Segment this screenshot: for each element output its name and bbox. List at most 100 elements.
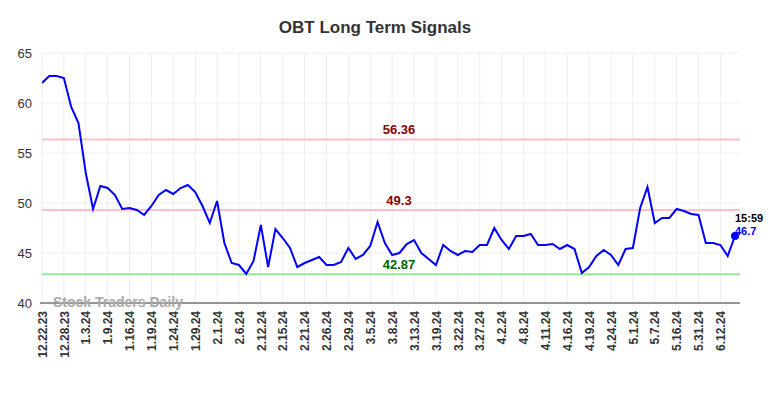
grid-line-y [42,153,740,154]
grid [42,53,740,303]
x-tick-label: 4.16.24 [561,311,575,351]
watermark: Stock Traders Daily [53,294,183,310]
x-tick-label: 1.3.24 [79,311,93,345]
x-tick-label: 2.21.24 [298,311,312,351]
grid-line-x [632,53,633,303]
x-tick: 1.19.24 [145,303,159,351]
x-tick: 5.16.24 [670,303,684,351]
reference-label: 56.36 [383,122,416,137]
x-tick-label: 3.13.24 [408,311,422,351]
x-tick-label: 2.29.24 [342,311,356,351]
y-tick: 60 [18,96,42,111]
y-axis-line [42,54,43,304]
x-tick: 2.6.24 [233,303,247,344]
x-tick-label: 2.15.24 [276,311,290,351]
reference-label: 49.3 [386,193,411,208]
y-tick: 50 [18,196,42,211]
x-tick-label: 3.19.24 [430,311,444,351]
series-line [42,76,735,274]
y-tick-label: 40 [18,296,32,311]
x-tick-label: 5.7.24 [648,311,662,345]
x-tick-label: 2.6.24 [233,311,247,345]
grid-line-x [129,53,130,303]
grid-line-x [370,53,371,303]
grid-line-x [195,53,196,303]
x-tick-label: 12.22.23 [36,311,50,358]
grid-line-x [523,53,524,303]
grid-line-x [545,53,546,303]
x-tick: 3.22.24 [452,303,466,351]
x-tick-label: 1.24.24 [167,311,181,351]
x-tick: 1.24.24 [167,303,181,351]
grid-line-y [42,103,740,104]
grid-line-x [479,53,480,303]
y-axis: 40 45 50 55 60 65 [18,46,43,311]
y-tick-label: 45 [18,246,32,261]
x-tick: 3.8.24 [386,303,400,344]
grid-line-x [260,53,261,303]
x-tick: 3.13.24 [408,303,422,351]
x-tick: 5.31.24 [692,303,706,351]
x-tick: 5.7.24 [648,303,662,344]
grid-line-x [698,53,699,303]
reference-line [42,273,740,275]
grid-line-x [457,53,458,303]
x-tick: 4.16.24 [561,303,575,351]
x-tick: 3.27.24 [473,303,487,351]
x-tick: 2.12.24 [255,303,269,351]
x-tick-label: 5.1.24 [627,311,641,345]
x-tick: 2.21.24 [298,303,312,351]
grid-line-x [501,53,502,303]
y-tick: 55 [18,146,42,161]
grid-line-x [173,53,174,303]
title: OBT Long Term Signals [279,18,471,37]
x-tick: 3.5.24 [364,303,378,344]
last-time: 15:59 [735,212,763,224]
x-tick: 1.29.24 [189,303,203,351]
last-value: 46.7 [735,225,756,237]
grid-line-x [676,53,677,303]
grid-line-x [720,53,721,303]
x-tick-label: 5.31.24 [692,311,706,351]
x-tick-label: 2.1.24 [211,311,225,345]
x-tick-label: 3.22.24 [452,311,466,351]
reference-line [42,138,740,140]
grid-line-x [654,53,655,303]
x-tick: 12.22.23 [36,303,50,358]
x-tick-label: 2.12.24 [255,311,269,351]
x-tick-label: 1.19.24 [145,311,159,351]
x-tick-label: 3.27.24 [473,311,487,351]
x-tick: 1.16.24 [123,303,137,351]
x-tick: 2.29.24 [342,303,356,351]
x-tick-label: 1.9.24 [101,311,115,345]
x-tick: 4.24.24 [605,303,619,351]
x-tick-label: 1.29.24 [189,311,203,351]
y-tick-label: 60 [18,96,32,111]
y-tick-label: 50 [18,196,32,211]
x-tick-label: 2.26.24 [320,311,334,351]
grid-line-x [348,53,349,303]
grid-line-y [42,53,740,54]
x-tick-label: 12.28.23 [58,311,72,358]
y-tick-label: 65 [18,46,32,61]
x-tick: 12.28.23 [58,303,72,358]
grid-line-x [217,53,218,303]
x-tick: 2.15.24 [276,303,290,351]
x-tick-label: 4.24.24 [605,311,619,351]
grid-line-x [42,53,43,303]
grid-line-x [63,53,64,303]
grid-line-x [282,53,283,303]
chart: OBT Long Term Signals 40 45 50 55 60 65 12.22.2… [0,0,784,398]
x-tick-label: 6.12.24 [714,311,728,351]
grid-line-x [107,53,108,303]
y-tick: 45 [18,246,42,261]
y-tick: 40 [18,296,42,311]
grid-line-x [304,53,305,303]
reference-label: 42.87 [383,257,416,272]
grid-line-x [610,53,611,303]
x-tick-label: 3.8.24 [386,311,400,345]
plot-area [42,76,740,274]
x-tick: 6.12.24 [714,303,728,351]
x-tick: 4.2.24 [495,303,509,344]
x-tick-label: 4.2.24 [495,311,509,345]
